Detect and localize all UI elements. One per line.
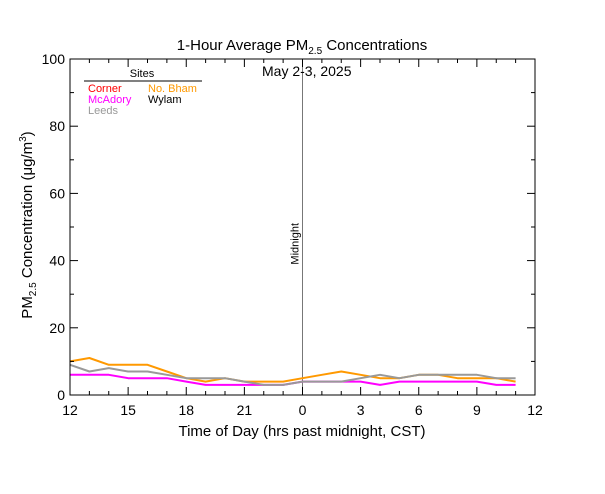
legend-item-no-bham: No. Bham [148, 83, 197, 95]
y-tick-label: 40 [49, 253, 65, 269]
y-tick-label: 100 [42, 51, 66, 67]
x-tick-label: 21 [237, 402, 253, 418]
x-tick-label: 12 [62, 402, 78, 418]
series-line-leeds [69, 363, 516, 386]
x-axis-label: Time of Day (hrs past midnight, CST) [178, 423, 425, 440]
midnight-label: Midnight [290, 223, 302, 265]
x-tick-label: 18 [178, 402, 194, 418]
legend-item-corner: Corner [88, 83, 122, 95]
x-tick-label: 0 [299, 402, 307, 418]
x-tick-label: 6 [415, 402, 423, 418]
legend-item-mcadory: McAdory [88, 94, 132, 106]
y-tick-label: 20 [49, 320, 65, 336]
y-tick-label: 0 [57, 387, 65, 403]
x-tick-label: 9 [473, 402, 481, 418]
x-tick-label: 12 [527, 402, 543, 418]
legend-item-leeds: Leeds [88, 105, 118, 117]
y-tick-label: 80 [49, 118, 65, 134]
x-tick-label: 3 [357, 402, 365, 418]
chart-title: 1-Hour Average PM2.5 Concentrations [177, 37, 427, 57]
date-label: May 2-3, 2025 [262, 63, 352, 79]
y-tick-label: 60 [49, 185, 65, 201]
x-tick-label: 15 [120, 402, 136, 418]
y-axis-label: PM2.5 Concentration (μg/m3) [18, 131, 39, 318]
legend-item-wylam: Wylam [148, 94, 182, 106]
legend-header: Sites [130, 68, 155, 80]
